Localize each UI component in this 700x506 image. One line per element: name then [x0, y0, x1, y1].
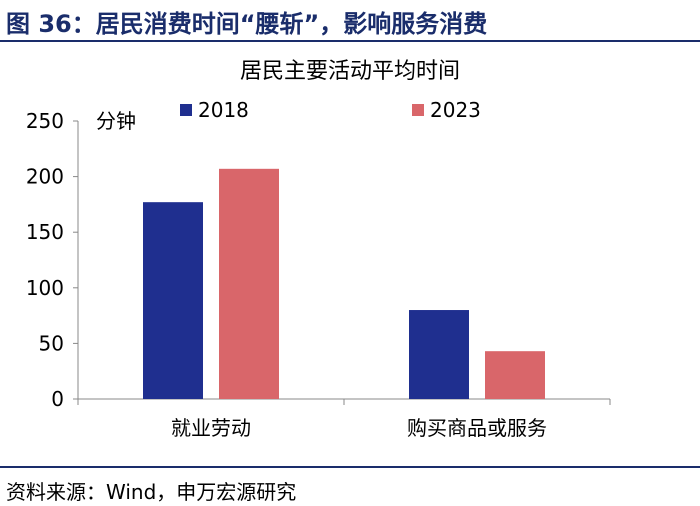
y-tick-label: 200 [26, 165, 64, 189]
figure-title: 图 36：居民消费时间“腰斩”，影响服务消费 [6, 10, 488, 38]
y-axis-label: 分钟 [96, 109, 136, 133]
bars [143, 168, 545, 399]
bar-2023-1 [219, 168, 279, 399]
title-divider [0, 40, 700, 42]
y-tick-label: 50 [39, 331, 64, 355]
legend: 2018 2023 [180, 98, 481, 122]
legend-swatch-2023 [412, 104, 424, 116]
axes: 0 50 100 150 200 250 就业劳动 购买商品或服务 [26, 109, 611, 440]
bar-2018-1 [143, 202, 203, 399]
bar-chart: 居民主要活动平均时间 分钟 2018 2023 0 50 100 150 200 250 就业… [26, 59, 611, 440]
y-tick-label: 0 [51, 387, 64, 411]
y-tick-label: 250 [26, 109, 64, 133]
y-tick-label: 100 [26, 276, 64, 300]
y-tick-label: 150 [26, 220, 64, 244]
footer-divider [0, 466, 700, 468]
legend-label: 2018 [198, 98, 249, 122]
source-note: 资料来源：Wind，申万宏源研究 [6, 480, 297, 504]
legend-label: 2023 [430, 98, 481, 122]
chart-title: 居民主要活动平均时间 [240, 59, 460, 84]
legend-swatch-2018 [180, 104, 192, 116]
bar-2018-2 [409, 310, 469, 399]
bar-2023-2 [485, 351, 545, 399]
x-tick-label: 就业劳动 [171, 416, 251, 440]
x-tick-label: 购买商品或服务 [407, 416, 547, 440]
